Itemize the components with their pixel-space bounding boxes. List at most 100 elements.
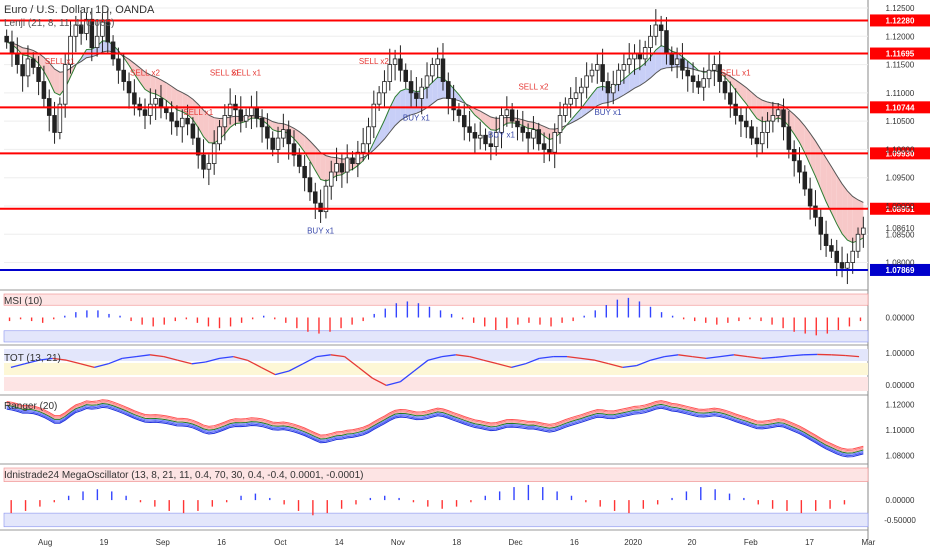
candle-body — [675, 59, 679, 65]
candle-body — [840, 263, 844, 269]
x-tick-label: Aug — [38, 538, 52, 547]
candle-body — [388, 65, 392, 82]
candle-body — [659, 25, 663, 31]
signal-label: BUY x1 — [307, 227, 335, 236]
candle-body — [308, 178, 312, 192]
candle-body — [798, 161, 802, 172]
candle-body — [803, 172, 807, 189]
signal-label: SELL x2 — [130, 68, 160, 77]
tot-lower-band — [4, 377, 868, 391]
price-tick-label: 1.11500 — [886, 61, 915, 70]
x-tick-label: Mar — [861, 538, 875, 547]
candle-body — [31, 59, 35, 67]
candle-body — [686, 70, 690, 76]
ranger-label: Ranger (20) — [4, 401, 57, 412]
candle-body — [26, 59, 30, 76]
trend-cloud-segment — [177, 90, 182, 112]
candle-body — [218, 127, 222, 144]
candle-body — [111, 42, 115, 59]
candle-body — [792, 149, 796, 160]
candle-body — [5, 36, 9, 42]
candle-body — [627, 59, 631, 65]
trend-cloud-segment — [762, 100, 767, 122]
candle-body — [207, 164, 211, 170]
candle-body — [808, 189, 812, 206]
candle-body — [766, 121, 770, 132]
signal-label: SELL x1 — [721, 68, 751, 77]
candle-body — [760, 132, 764, 143]
x-tick-label: Dec — [508, 538, 522, 547]
candle-body — [707, 70, 711, 78]
candle-body — [532, 130, 536, 138]
x-tick-label: 14 — [335, 538, 344, 547]
candle-body — [303, 166, 307, 177]
candle-body — [606, 82, 610, 93]
level-tag-label: 1.12280 — [886, 16, 915, 25]
x-tick-label: Feb — [744, 538, 758, 547]
price-tick-label: 1.10000 — [886, 145, 915, 154]
candle-body — [180, 118, 184, 126]
trend-cloud-segment — [847, 191, 852, 243]
tot-tick-label: 1.00000 — [886, 349, 915, 358]
candle-body — [228, 104, 232, 115]
x-tick-label: 20 — [688, 538, 697, 547]
candle-body — [681, 59, 685, 70]
candle-body — [787, 127, 791, 150]
candle-body — [691, 76, 695, 82]
trend-cloud-segment — [150, 75, 155, 94]
candle-body — [266, 127, 270, 138]
candle-body — [755, 138, 759, 144]
trend-cloud-segment — [757, 97, 762, 122]
candle-body — [750, 127, 754, 138]
candle-body — [462, 115, 466, 126]
candle-body — [399, 59, 403, 70]
candle-body — [516, 121, 520, 127]
candle-body — [712, 65, 716, 71]
candle-body — [611, 84, 615, 92]
price-tick-label: 1.09000 — [886, 202, 915, 211]
candle-body — [830, 246, 834, 252]
candle-body — [329, 172, 333, 186]
candle-body — [654, 25, 658, 36]
tot-line-segment — [831, 355, 845, 356]
candle-body — [15, 53, 19, 64]
price-tick-label: 1.12500 — [886, 4, 915, 13]
candle-body — [861, 228, 865, 234]
candle-body — [537, 130, 541, 144]
candle-body — [819, 217, 823, 234]
candle-body — [478, 135, 482, 138]
x-tick-label: 16 — [217, 538, 226, 547]
candle-body — [782, 110, 786, 127]
candle-body — [191, 124, 195, 138]
ranger-tick-label: 1.08000 — [886, 452, 915, 461]
candle-body — [95, 36, 99, 47]
candle-body — [505, 110, 509, 116]
candle-body — [574, 93, 578, 99]
candle-body — [702, 79, 706, 87]
x-tick-label: Nov — [391, 538, 405, 547]
candle-body — [281, 130, 285, 138]
candle-body — [223, 115, 227, 126]
candle-body — [122, 70, 126, 81]
ranger-tick-label: 1.10000 — [886, 426, 915, 435]
candle-body — [313, 192, 317, 203]
candle-body — [148, 104, 152, 115]
signal-label: BUY x1 — [594, 108, 622, 117]
candle-body — [835, 251, 839, 262]
candle-body — [297, 155, 301, 166]
signal-label: SELL x1 — [45, 57, 75, 66]
ranger-tick-label: 1.12000 — [886, 401, 915, 410]
candle-body — [484, 135, 488, 143]
candle-body — [21, 65, 25, 76]
signal-label: SELL x1 — [231, 68, 261, 77]
trend-cloud-segment — [491, 117, 496, 130]
trend-cloud-segment — [635, 67, 640, 88]
candle-body — [345, 158, 349, 172]
candle-body — [159, 99, 163, 107]
candle-body — [260, 118, 264, 126]
trend-cloud-segment — [209, 115, 214, 143]
panel-tick-label: -0.50000 — [884, 516, 916, 525]
trend-cloud-segment — [55, 69, 60, 95]
candle-body — [143, 110, 147, 116]
